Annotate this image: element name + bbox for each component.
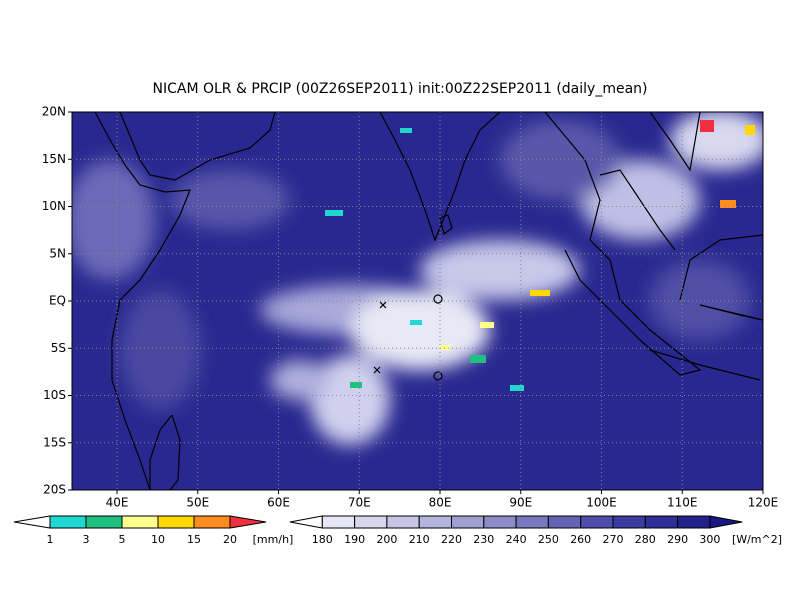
lat-label: EQ — [49, 294, 66, 308]
colorbar-arrow — [709, 515, 743, 529]
colorbar-swatch — [515, 515, 549, 529]
lat-label: 15S — [43, 435, 66, 449]
colorbar-label: 290 — [667, 533, 688, 546]
colorbar-label: 190 — [344, 533, 365, 546]
colorbar-unit: [W/m^2] — [732, 533, 782, 546]
colorbar-label: 20 — [223, 533, 237, 546]
lon-label: 40E — [106, 496, 129, 510]
colorbar-swatch — [121, 515, 159, 529]
lat-label: 10N — [42, 199, 66, 213]
colorbar-label: 220 — [441, 533, 462, 546]
colorbar-swatch — [193, 515, 231, 529]
lat-label: 10S — [43, 388, 66, 402]
colorbar-label: 270 — [603, 533, 624, 546]
colorbar-swatch — [644, 515, 679, 529]
colorbar-label: 250 — [538, 533, 559, 546]
axes-and-colorbars: 20N 15N 10N 5N EQ 5S 10S 15S 20S 40E 50E 60E 70E 80E 9… — [13, 105, 782, 546]
colorbar-swatch — [386, 515, 420, 529]
lon-label: 70E — [348, 496, 371, 510]
lon-label: 120E — [748, 496, 779, 510]
lon-label: 80E — [429, 496, 452, 510]
lat-label: 5S — [51, 341, 66, 355]
colorbar-label: 10 — [151, 533, 165, 546]
position-markers — [373, 294, 443, 381]
colorbar-label: 230 — [473, 533, 494, 546]
map-area — [72, 112, 763, 490]
colorbar-label: 210 — [409, 533, 430, 546]
colorbar-swatch — [612, 515, 646, 529]
lon-label: 110E — [667, 496, 698, 510]
colorbar: 1 3 5 10 15 20 [mm/h] — [13, 515, 294, 546]
colorbar-arrow — [229, 515, 267, 529]
colorbar-arrow — [13, 515, 51, 529]
lat-label: 5N — [49, 246, 66, 260]
colorbar-swatch — [354, 515, 388, 529]
lat-label: 20N — [42, 105, 66, 119]
colorbar-swatch — [451, 515, 485, 529]
lon-label: 50E — [186, 496, 209, 510]
colorbar-label: 5 — [119, 533, 126, 546]
coastlines — [94, 112, 763, 490]
colorbar-label: 180 — [312, 533, 333, 546]
lon-label: 60E — [267, 496, 290, 510]
lat-label: 20S — [43, 483, 66, 497]
colorbar-swatch — [547, 515, 582, 529]
colorbar-label: 260 — [570, 533, 591, 546]
colorbar-label: 300 — [699, 533, 720, 546]
colorbar-label: 3 — [83, 533, 90, 546]
colorbar-unit: [mm/h] — [253, 533, 294, 546]
colorbar-swatch — [157, 515, 195, 529]
lon-label: 90E — [509, 496, 532, 510]
colorbar-swatch — [321, 515, 356, 529]
precip-spots — [325, 120, 755, 391]
map-title: NICAM OLR & PRCIP (00Z26SEP2011) init:00… — [152, 81, 647, 97]
colorbar-swatch — [85, 515, 123, 529]
colorbar-label: 200 — [376, 533, 397, 546]
colorbar-label: 1 — [47, 533, 54, 546]
colorbar-swatch — [418, 515, 453, 529]
colorbar-label: 15 — [187, 533, 201, 546]
cloud-field — [72, 112, 763, 445]
colorbar-label: 280 — [635, 533, 656, 546]
colorbar-label: 240 — [506, 533, 527, 546]
grid — [72, 112, 763, 490]
colorbar: 180 190 200 210 220 230 240 250 260 270 280 290 300 [… — [289, 515, 782, 546]
colorbar-swatch — [49, 515, 87, 529]
colorbar-swatch — [677, 515, 711, 529]
colorbar-swatch — [483, 515, 517, 529]
lat-label: 15N — [42, 152, 66, 166]
colorbar-swatch — [580, 515, 614, 529]
lon-label: 100E — [586, 496, 617, 510]
colorbar-arrow — [289, 515, 323, 529]
